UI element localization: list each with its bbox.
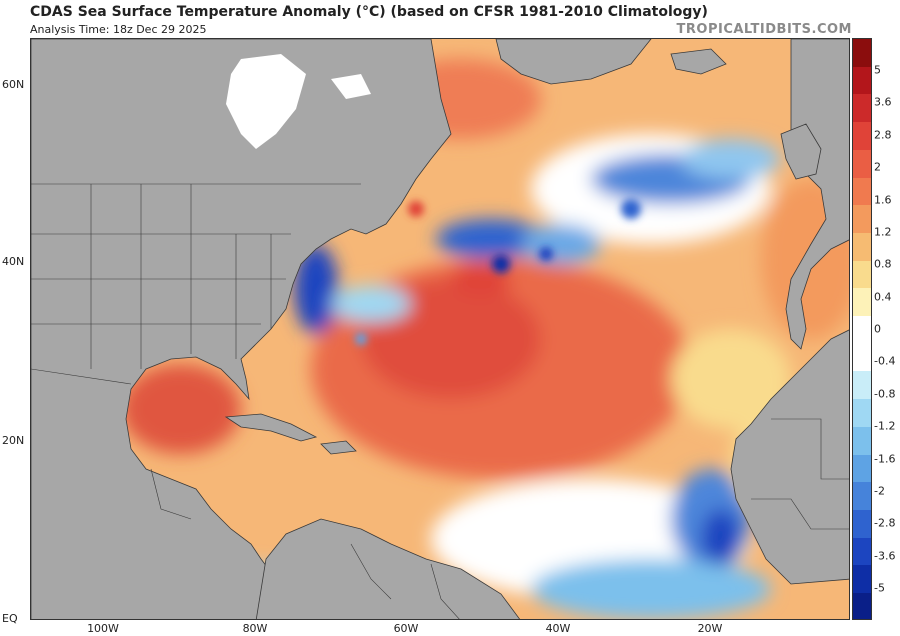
colorbar-swatch (853, 94, 871, 123)
analysis-time: Analysis Time: 18z Dec 29 2025 (30, 23, 207, 36)
colorbar-swatch (853, 122, 871, 150)
colorbar-label: 0.4 (874, 290, 892, 304)
colorbar (852, 38, 872, 620)
colorbar-swatch (853, 399, 871, 427)
colorbar-label: 1.6 (874, 193, 892, 206)
lat-label-20n: 20N (2, 434, 25, 447)
colorbar-label: 0.8 (874, 257, 892, 271)
colorbar-swatch (853, 537, 871, 566)
colorbar-label: 2.8 (874, 128, 892, 142)
lat-label-eq: EQ (2, 612, 18, 625)
africa-land (730, 329, 849, 585)
source-credit: TROPICALTIDBITS.COM (676, 22, 852, 37)
sst-anomaly-map (30, 38, 850, 620)
colorbar-label: 3.6 (874, 95, 892, 109)
colorbar-label: 2 (874, 160, 881, 174)
greenland-land (495, 39, 652, 85)
colorbar-swatch (853, 205, 871, 233)
lon-label-40w: 40W (545, 622, 571, 635)
lat-label-60n: 60N (2, 78, 25, 91)
colorbar-swatch (853, 66, 871, 95)
colorbar-swatch (853, 316, 871, 344)
colorbar-swatch (853, 509, 871, 538)
colorbar-label: 1.2 (874, 225, 892, 239)
colorbar-swatch (853, 260, 871, 289)
colorbar-label: -5 (874, 581, 885, 595)
colorbar-label: 0 (874, 322, 881, 336)
lon-label-60w: 60W (393, 622, 419, 635)
colorbar-swatch (853, 371, 871, 400)
cuba-land (224, 413, 318, 442)
lat-label-40n: 40N (2, 255, 25, 268)
iceland-land (670, 48, 727, 75)
colorbar-swatch (853, 232, 871, 261)
colorbar-swatch (853, 288, 871, 317)
colorbar-label: -0.4 (874, 354, 896, 368)
colorbar-label: -3.6 (874, 549, 896, 563)
colorbar-swatch (853, 343, 871, 372)
colorbar-label: -2 (874, 484, 885, 498)
europe-land (785, 39, 849, 350)
lon-label-80w: 80W (242, 622, 268, 635)
british-isles-land (780, 123, 822, 180)
sea-ice (226, 54, 371, 149)
lon-label-100w: 100W (87, 622, 119, 635)
colorbar-swatch (853, 593, 871, 619)
colorbar-label: -1.6 (874, 452, 896, 465)
colorbar-swatch (853, 482, 871, 510)
colorbar-swatch (853, 39, 871, 67)
hispaniola-land (320, 440, 357, 455)
colorbar-swatch (853, 177, 871, 206)
south-america-land (255, 518, 521, 619)
map-title: CDAS Sea Surface Temperature Anomaly (°C… (30, 4, 708, 20)
colorbar-swatch (853, 426, 871, 455)
colorbar-swatch (853, 565, 871, 594)
colorbar-swatch (853, 149, 871, 178)
colorbar-label: -2.8 (874, 516, 896, 530)
lon-label-20w: 20W (697, 622, 723, 635)
colorbar-swatch (853, 454, 871, 483)
colorbar-label: -0.8 (874, 387, 896, 401)
colorbar-label: -1.2 (874, 419, 896, 433)
political-borders (31, 183, 849, 619)
colorbar-label: 5 (874, 63, 881, 77)
anomaly-blobs (51, 59, 849, 619)
